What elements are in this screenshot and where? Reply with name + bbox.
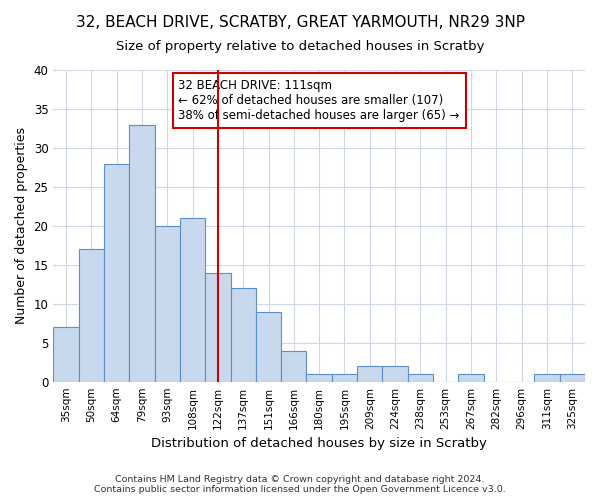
Bar xyxy=(155,226,180,382)
Bar xyxy=(256,312,281,382)
Bar xyxy=(79,249,104,382)
Y-axis label: Number of detached properties: Number of detached properties xyxy=(15,128,28,324)
Bar xyxy=(332,374,357,382)
Text: 32, BEACH DRIVE, SCRATBY, GREAT YARMOUTH, NR29 3NP: 32, BEACH DRIVE, SCRATBY, GREAT YARMOUTH… xyxy=(76,15,524,30)
Bar xyxy=(129,124,155,382)
Text: Contains HM Land Registry data © Crown copyright and database right 2024.
Contai: Contains HM Land Registry data © Crown c… xyxy=(94,475,506,494)
Bar xyxy=(357,366,382,382)
Bar xyxy=(535,374,560,382)
X-axis label: Distribution of detached houses by size in Scratby: Distribution of detached houses by size … xyxy=(151,437,487,450)
Bar xyxy=(458,374,484,382)
Bar xyxy=(307,374,332,382)
Bar xyxy=(53,327,79,382)
Bar xyxy=(104,164,129,382)
Bar xyxy=(230,288,256,382)
Bar xyxy=(382,366,408,382)
Text: Size of property relative to detached houses in Scratby: Size of property relative to detached ho… xyxy=(116,40,484,53)
Bar xyxy=(180,218,205,382)
Bar xyxy=(281,350,307,382)
Bar xyxy=(205,272,230,382)
Bar xyxy=(560,374,585,382)
Bar xyxy=(408,374,433,382)
Text: 32 BEACH DRIVE: 111sqm
← 62% of detached houses are smaller (107)
38% of semi-de: 32 BEACH DRIVE: 111sqm ← 62% of detached… xyxy=(178,80,460,122)
